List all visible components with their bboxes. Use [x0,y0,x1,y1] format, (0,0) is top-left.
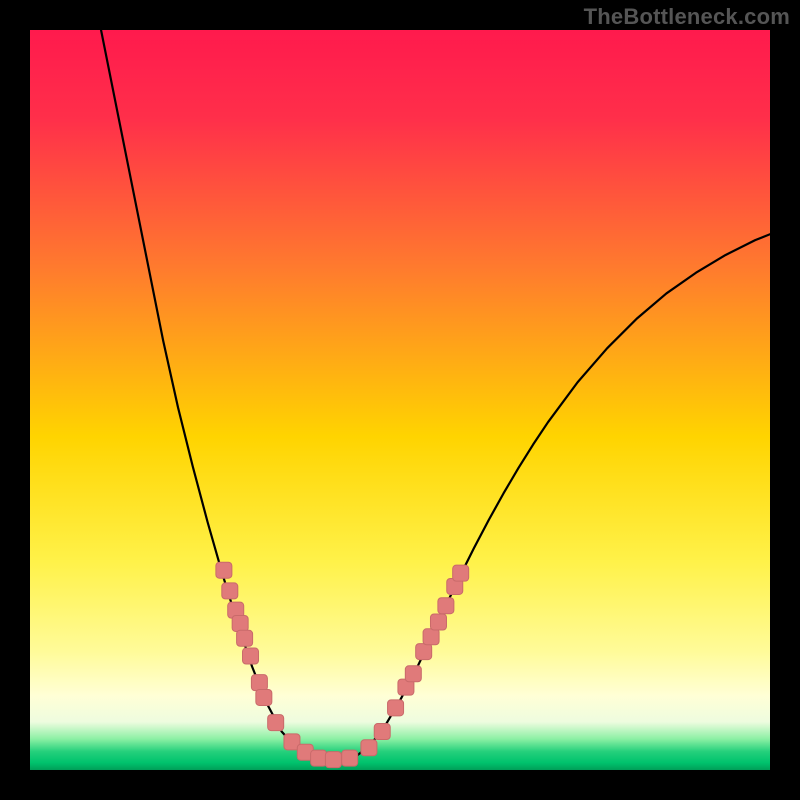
marker [251,675,267,691]
marker [423,629,439,645]
marker [438,598,454,614]
marker [374,724,390,740]
marker [405,666,421,682]
marker [256,689,272,705]
marker [237,630,253,646]
watermark-label: TheBottleneck.com [584,4,790,30]
marker [222,583,238,599]
marker [243,648,259,664]
marker [361,740,377,756]
marker [430,614,446,630]
marker [268,715,284,731]
marker [416,644,432,660]
marker [453,565,469,581]
gradient-background [30,30,770,770]
chart-frame: TheBottleneck.com [0,0,800,800]
marker [325,752,341,768]
plot-area [30,30,770,770]
marker [311,750,327,766]
marker [342,750,358,766]
marker [216,562,232,578]
marker [232,615,248,631]
plot-svg [30,30,770,770]
marker [388,700,404,716]
